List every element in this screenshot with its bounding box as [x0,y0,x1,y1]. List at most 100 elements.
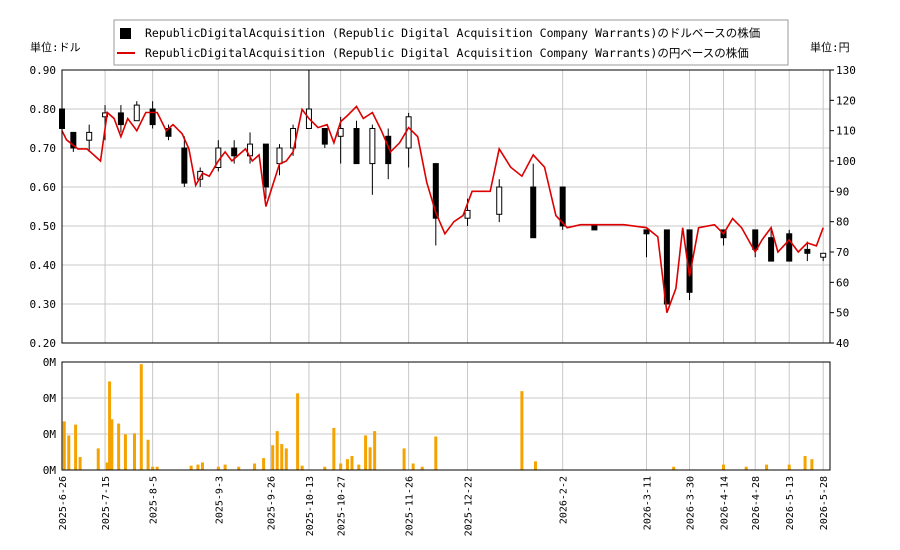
legend-label-usd: RepublicDigitalAcquisition (Republic Dig… [145,26,760,40]
volume-bar [323,466,327,470]
volume-bar [345,459,349,470]
volume-bar [296,393,300,470]
x-tick-label: 2025-7-15 [101,476,112,530]
volume-bar [108,381,112,470]
volume-bar [96,448,100,470]
volume-bar [105,462,109,470]
candle-up [405,116,412,149]
volume-bar [420,466,424,470]
volume-bar [223,464,227,470]
candle-up [820,252,827,258]
candle-up [369,128,376,165]
legend: RepublicDigitalAcquisition (Republic Dig… [113,19,789,66]
volume-bar [722,464,726,470]
volume-bar [402,448,406,470]
x-tick-label: 2025-10-13 [305,476,316,536]
right-tick-label: 60 [836,276,849,289]
x-axis-ticks: 2025-6-26 2025-7-15 2025-8-5 2025-9-3 2025-9… [58,476,830,536]
x-tick-label: 2025-6-26 [58,476,69,530]
candle-down [768,237,775,262]
left-tick-label: 0.50 [30,220,57,233]
volume-plot-frame [61,361,831,471]
left-tick-label: 0.70 [30,142,57,155]
candle-up [337,128,344,137]
volume-bar [332,427,336,470]
left-tick-label: 0.80 [30,103,57,116]
right-axis-ticks: 130 120 110 100 90 80 70 60 50 40 [830,64,856,350]
volume-bar [200,462,204,470]
volume-bar [62,421,66,470]
candle-up [197,170,204,180]
left-tick-label: 0.30 [30,298,57,311]
candle-down [149,108,156,126]
volume-bar [765,464,769,470]
legend-swatch-usd [120,28,131,39]
right-tick-label: 70 [836,246,849,259]
volume-bar [151,466,155,470]
right-tick-label: 50 [836,307,849,320]
volume-bar [284,448,288,470]
volume-bar [78,457,82,470]
x-tick-label: 2026-3-30 [686,476,697,530]
x-tick-label: 2026-5-28 [819,476,830,530]
left-axis-ticks: 0.90 0.80 0.70 0.60 0.50 0.40 0.30 0.20 [30,64,57,350]
volume-bar [280,444,284,470]
candle-down [353,128,360,165]
right-tick-label: 80 [836,216,849,229]
volume-bar [339,463,343,470]
volume-bar [373,431,377,470]
volume-bar [744,466,748,470]
volume-bar [533,461,537,470]
right-tick-label: 90 [836,185,849,198]
candle-down [663,229,670,305]
x-tick-label: 2025-8-5 [149,476,160,524]
volume-axis-ticks: 0M 0M 0M 0M [43,356,57,477]
right-tick-label: 130 [836,64,856,77]
x-tick-label: 2025-10-27 [337,476,348,536]
volume-bar [74,424,78,470]
volume-bar [155,466,159,470]
volume-bar [110,419,114,470]
volume-bar [672,466,676,470]
candle-down [591,225,598,231]
volume-bar [275,431,279,470]
candle-down [70,131,77,149]
volume-bars [62,364,814,470]
volume-bar [803,455,807,470]
volume-bar [196,464,200,470]
volume-bar [368,447,372,470]
candle-down [786,233,793,262]
x-tick-label: 2025-12-22 [464,476,475,536]
candle-down [385,135,392,165]
legend-box [113,19,789,66]
candle-down [432,163,439,219]
volume-bar [67,435,71,470]
right-tick-label: 110 [836,125,856,138]
x-tick-label: 2026-4-14 [720,476,731,530]
candle-down [321,128,328,145]
x-tick-label: 2026-5-13 [785,476,796,530]
left-tick-label: 0.60 [30,181,57,194]
volume-bar [271,445,275,470]
right-axis-unit-label: 単位:円 [810,40,850,54]
candle-down [231,147,238,157]
volume-bar [123,434,127,470]
volume-bar [434,436,438,470]
candle-up [496,186,503,215]
candle-down [181,147,188,184]
volume-bar [350,455,354,470]
volume-bar [146,439,150,470]
legend-label-jpy: RepublicDigitalAcquisition (Republic Dig… [145,46,749,60]
volume-bar [364,435,368,470]
candle-down [804,248,811,254]
left-tick-label: 0.40 [30,259,57,272]
candle-down [559,186,566,227]
left-tick-label: 0.20 [30,337,57,350]
candle-down [117,112,124,126]
candle-up [276,147,283,165]
yen-line-path [61,105,824,313]
x-tick-label: 2026-3-11 [642,476,653,530]
volume-tick-label: 0M [43,428,57,441]
candle-up [133,104,140,122]
